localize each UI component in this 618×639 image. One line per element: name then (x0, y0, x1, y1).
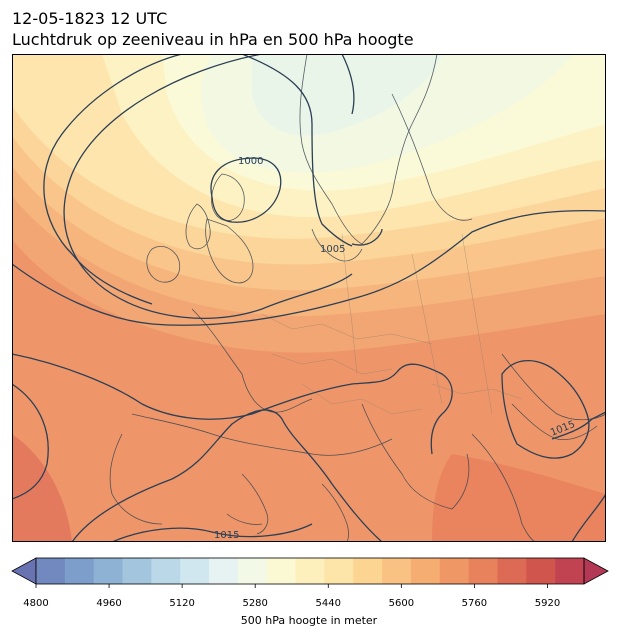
coastline (146, 245, 181, 283)
colorbar-tick-label: 5120 (169, 598, 195, 609)
isobar-1000 (210, 157, 282, 223)
colorbar-tick-label: 5600 (388, 598, 415, 609)
colorbar-segment (64, 558, 95, 584)
colorbar-segment (410, 558, 441, 584)
colorbar-tick-label: 5280 (242, 598, 268, 609)
colorbar-segment (36, 558, 66, 584)
country-border (271, 353, 393, 375)
colorbar-segment (555, 558, 585, 584)
colorbar-segment (353, 558, 383, 584)
height-band (432, 454, 606, 542)
isobar-1005-south (111, 273, 353, 319)
coastline (131, 413, 393, 456)
isobar-label: 1000 (238, 156, 263, 167)
country-border (261, 313, 433, 345)
height-band (12, 134, 606, 291)
coastline (109, 433, 163, 525)
isobar-1015-lower (111, 523, 313, 542)
coastline (391, 93, 473, 221)
weather-map: 1000 1005 1015 1015 (12, 54, 606, 542)
colorbar-tick-label: 4960 (96, 598, 122, 609)
coastline (311, 228, 363, 262)
colorbar-segment (468, 558, 499, 584)
map-title-description: Luchtdruk op zeeniveau in hPa en 500 hPa… (12, 30, 414, 49)
country-border (431, 383, 523, 400)
isobar-label: 1005 (320, 244, 345, 255)
colorbar-tick-label: 5760 (461, 598, 488, 609)
colorbar-frame (35, 557, 585, 585)
isobar-label: 1015 (214, 530, 239, 541)
map-title-datetime: 12-05-1823 12 UTC (12, 9, 168, 28)
colorbar-segment (122, 558, 152, 584)
isobar-1005-east (351, 228, 383, 246)
coastline (191, 308, 313, 413)
coastline (511, 403, 598, 441)
isobar-ne (341, 54, 355, 115)
coastline (321, 483, 349, 542)
isobar-outer-west (43, 54, 183, 305)
height-band (12, 104, 606, 265)
colorbar-segment (497, 558, 527, 584)
colorbar-segment (237, 558, 268, 584)
country-border (301, 383, 423, 415)
isobar-mid (12, 353, 453, 455)
colorbar-segment (209, 558, 239, 584)
colorbar-segment (93, 558, 124, 584)
height-band (252, 54, 442, 136)
height-band (12, 434, 72, 542)
coastline (299, 54, 438, 245)
coastline (471, 433, 538, 542)
isobar-se2 (571, 493, 606, 542)
colorbar-tick-label: 5920 (534, 598, 561, 609)
country-border (411, 253, 443, 405)
coastline (241, 473, 269, 535)
coastline (185, 203, 211, 250)
colorbar-segment (439, 558, 470, 584)
colorbar-segment (295, 558, 326, 584)
colorbar-label: 500 hPa hoogte in meter (240, 614, 378, 627)
isobar-south (71, 409, 383, 542)
coastline (205, 218, 254, 284)
country-border (341, 233, 358, 375)
colorbar-segment (382, 558, 412, 584)
colorbar-extend-min (11, 557, 37, 585)
colorbar-segment (266, 558, 297, 584)
isobar-outer (12, 209, 606, 326)
isobar-west (12, 383, 49, 500)
country-border (461, 233, 493, 415)
isobar-1015-east (501, 360, 590, 459)
coastline (226, 513, 263, 525)
isobar-se (551, 411, 606, 440)
colorbar-extend-max (583, 557, 609, 585)
colorbar-segment (526, 558, 556, 584)
isobar-1005-north (241, 54, 353, 247)
colorbar-tick-label: 5440 (315, 598, 341, 609)
colorbar-segment (324, 558, 354, 584)
coastline (361, 403, 470, 510)
colorbar (11, 557, 609, 588)
colorbar-segment (151, 558, 181, 584)
colorbar-segment (180, 558, 210, 584)
colorbar-tick-label: 4800 (23, 598, 49, 609)
height-band (12, 164, 606, 316)
